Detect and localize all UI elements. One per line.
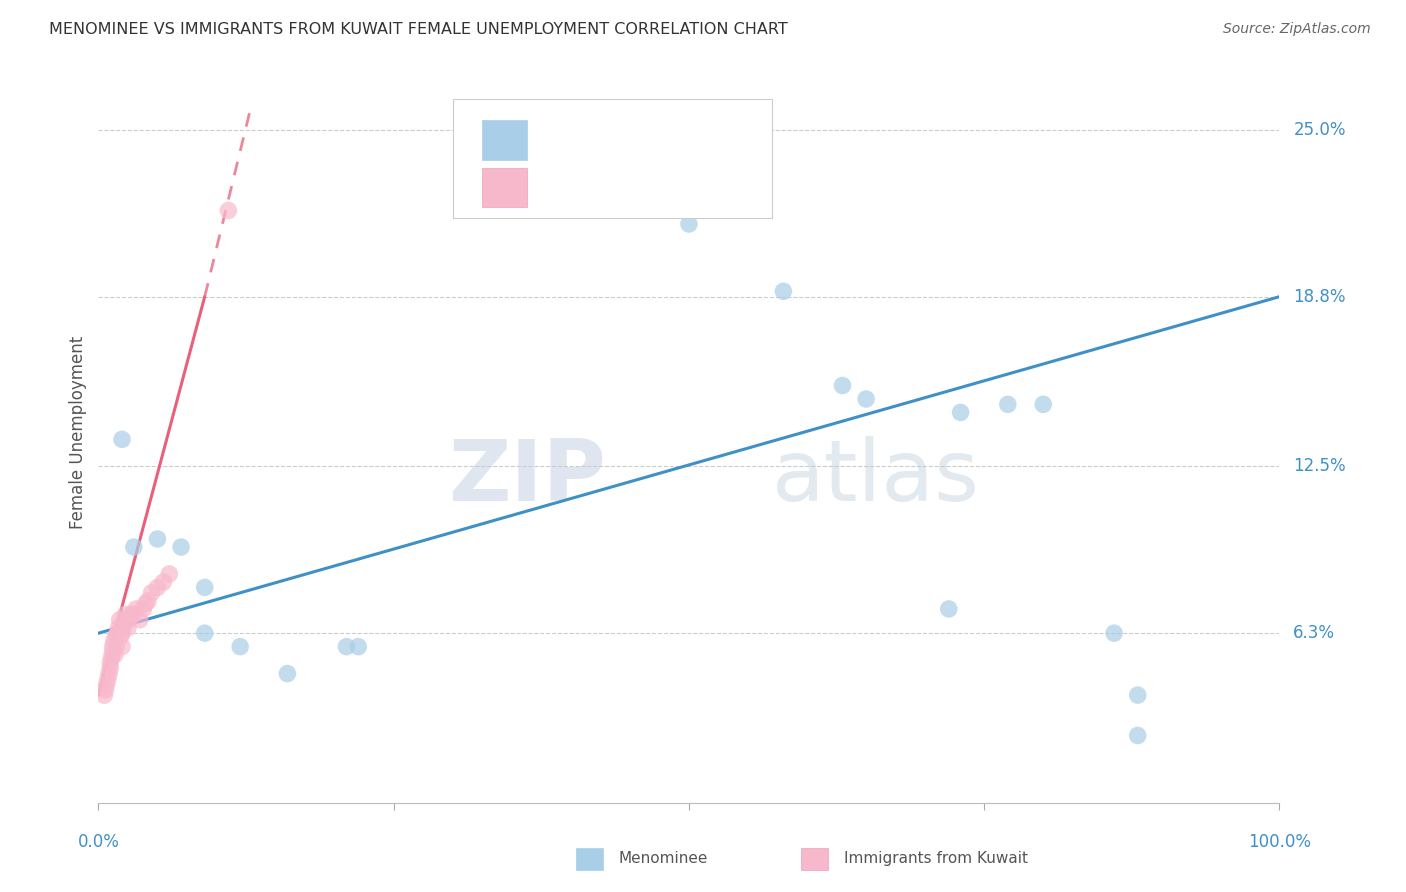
Point bbox=[217, 203, 239, 218]
Point bbox=[135, 597, 157, 611]
Point bbox=[111, 640, 134, 654]
Point bbox=[1126, 688, 1149, 702]
Point bbox=[122, 607, 145, 622]
Point bbox=[93, 688, 115, 702]
Point bbox=[997, 397, 1019, 411]
Point bbox=[112, 621, 135, 635]
Point bbox=[108, 613, 131, 627]
Text: 12.5%: 12.5% bbox=[1294, 458, 1346, 475]
Text: Immigrants from Kuwait: Immigrants from Kuwait bbox=[844, 851, 1028, 865]
Point bbox=[117, 621, 139, 635]
Point bbox=[276, 666, 298, 681]
Point bbox=[101, 645, 124, 659]
Y-axis label: Female Unemployment: Female Unemployment bbox=[69, 336, 87, 529]
Point bbox=[103, 634, 125, 648]
Point bbox=[335, 640, 357, 654]
Point bbox=[170, 540, 193, 554]
Point bbox=[98, 666, 121, 681]
Point bbox=[136, 594, 159, 608]
Text: Source: ZipAtlas.com: Source: ZipAtlas.com bbox=[1223, 22, 1371, 37]
Point bbox=[152, 575, 174, 590]
Point bbox=[111, 626, 134, 640]
FancyBboxPatch shape bbox=[453, 99, 772, 218]
Point bbox=[112, 613, 135, 627]
Point bbox=[678, 217, 700, 231]
Text: 6.3%: 6.3% bbox=[1294, 624, 1336, 642]
Point bbox=[100, 650, 122, 665]
Text: ZIP: ZIP bbox=[449, 435, 606, 518]
Point bbox=[132, 602, 155, 616]
Point bbox=[105, 640, 128, 654]
Point bbox=[110, 629, 132, 643]
Text: N = 37: N = 37 bbox=[669, 178, 730, 197]
Point bbox=[855, 392, 877, 406]
Point bbox=[104, 648, 127, 662]
FancyBboxPatch shape bbox=[482, 120, 527, 160]
Point bbox=[96, 677, 118, 691]
Point bbox=[146, 581, 169, 595]
Point bbox=[146, 532, 169, 546]
Point bbox=[229, 640, 252, 654]
Point bbox=[347, 640, 370, 654]
Point bbox=[98, 661, 121, 675]
Text: 0.0%: 0.0% bbox=[77, 833, 120, 851]
Point bbox=[1126, 729, 1149, 743]
Point bbox=[949, 405, 972, 419]
Text: 18.8%: 18.8% bbox=[1294, 287, 1346, 306]
Point bbox=[831, 378, 853, 392]
Point bbox=[111, 433, 134, 447]
Point bbox=[141, 586, 163, 600]
Point bbox=[107, 621, 129, 635]
Point bbox=[772, 285, 794, 299]
Text: R = 0.820: R = 0.820 bbox=[541, 178, 628, 197]
Text: 100.0%: 100.0% bbox=[1249, 833, 1310, 851]
Point bbox=[121, 607, 143, 622]
FancyBboxPatch shape bbox=[482, 168, 527, 208]
Point bbox=[128, 613, 150, 627]
Point bbox=[194, 581, 217, 595]
Point bbox=[94, 682, 117, 697]
Text: Menominee: Menominee bbox=[619, 851, 709, 865]
Point bbox=[105, 629, 128, 643]
Text: R = 0.725: R = 0.725 bbox=[541, 131, 628, 149]
Point bbox=[122, 540, 145, 554]
Text: atlas: atlas bbox=[772, 435, 980, 518]
Point bbox=[938, 602, 960, 616]
Point bbox=[1032, 397, 1054, 411]
Point bbox=[105, 626, 128, 640]
Point bbox=[118, 613, 141, 627]
Point bbox=[98, 656, 121, 670]
Point bbox=[157, 566, 180, 581]
Point bbox=[114, 607, 136, 622]
Point bbox=[1102, 626, 1125, 640]
Point bbox=[97, 672, 120, 686]
Point bbox=[125, 602, 148, 616]
Text: N = 21: N = 21 bbox=[669, 131, 730, 149]
Text: 25.0%: 25.0% bbox=[1294, 120, 1346, 139]
Point bbox=[101, 640, 124, 654]
Text: MENOMINEE VS IMMIGRANTS FROM KUWAIT FEMALE UNEMPLOYMENT CORRELATION CHART: MENOMINEE VS IMMIGRANTS FROM KUWAIT FEMA… bbox=[49, 22, 787, 37]
Point bbox=[194, 626, 217, 640]
